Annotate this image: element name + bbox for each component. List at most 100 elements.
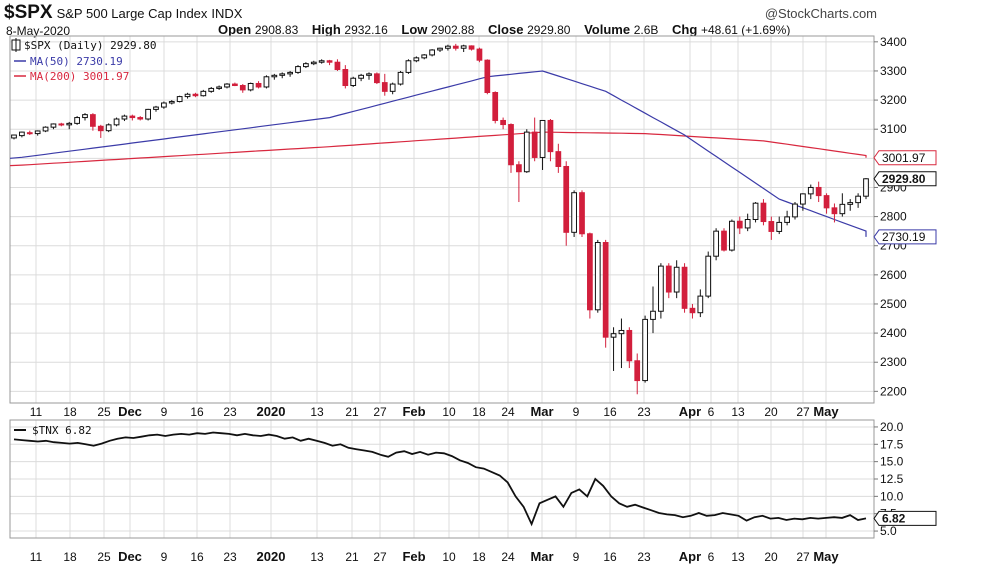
price-x-tick: 21 [345,405,359,419]
exchange-label: INDX [211,6,243,21]
volume-label: Volume [584,22,631,37]
price-y-tick: 2400 [880,326,907,340]
candle-body [208,87,215,92]
candle [397,70,404,86]
tnx-x-tick: 13 [310,550,324,564]
candle-body [602,242,609,338]
price-tag-box [873,171,937,187]
candle [350,76,357,87]
candle [82,113,88,121]
candle [460,44,467,53]
candle [255,81,262,89]
candle [823,193,830,214]
candle [153,105,159,112]
candle-body [247,82,254,91]
ma50-tag: 2730.19 [873,229,937,245]
candle-body [255,82,262,88]
candle [145,108,151,121]
high-value: 2932.16 [344,23,388,37]
price-tag: 2929.80 [873,171,937,187]
candle-body [310,61,317,65]
price-x-tick: 27 [373,405,387,419]
candle [11,134,17,140]
candle [665,263,672,299]
tnx-x-tick: 18 [472,550,486,564]
index-name: S&P 500 Large Cap Index [56,6,208,21]
candle-body [618,329,625,335]
candle-body [800,193,806,205]
price-y-tick: 3100 [880,122,907,136]
candle-body [594,242,601,311]
candle [673,260,680,299]
candle [721,228,727,252]
candle-body [437,47,443,51]
tnx-x-tick: 10 [442,550,456,564]
candle [287,70,293,77]
price-x-tick: Feb [402,404,425,419]
candle [121,114,128,122]
candle [555,143,562,173]
candle [476,47,483,63]
candle [594,239,601,313]
candle [413,56,420,63]
price-x-tick: 16 [603,405,617,419]
ma200-line [9,131,867,167]
candle-body [192,93,199,97]
candle [547,119,554,162]
candle-body [366,73,372,76]
candle [768,216,775,240]
candle [34,130,41,136]
candle-body [468,45,475,50]
candle [508,123,514,173]
ohlc-summary: Open 2908.83 High 2932.16 Low 2902.88 Cl… [218,22,800,37]
price-y-axis: 2200230024002500260027002800290030003100… [874,35,907,398]
candle-body [863,178,869,197]
candle-body [303,63,309,68]
candle-body [563,165,570,233]
candle-body [200,90,207,97]
open-label: Open [218,22,252,37]
candle-body [58,123,65,126]
price-x-tick: 11 [30,405,43,419]
candle [271,73,278,80]
candle [239,84,246,93]
price-x-tick: 25 [97,405,111,419]
low-label: Low [401,22,428,37]
candle-body [571,192,577,233]
chart-header: $SPX S&P 500 Large Cap Index INDX [4,2,242,24]
tnx-x-tick: 13 [731,550,745,564]
candle-body [389,83,396,92]
price-grid [10,36,874,403]
candle-body [161,102,167,108]
candle [374,72,380,85]
candle-body [736,220,743,229]
candle [295,65,301,74]
low-value: 2902.88 [431,23,475,37]
candle [113,117,120,127]
ma50-path [9,70,867,237]
candle-body [216,86,222,89]
tnx-x-axis: 11 18 25 Dec 9 16 23 2020 13 21 27 Feb 10 18 24 Mar 9 16 2… [30,549,840,564]
candle-body [318,60,325,63]
candle-body [760,202,767,223]
price-y-tick: 3200 [880,93,907,107]
price-x-tick: 18 [63,405,77,419]
candle-body [792,203,798,218]
value-tags: 3001.97 2929.80 2730.19 6.82 [873,150,937,526]
ma50-tag-text: 2730.19 [882,230,926,244]
tnx-y-tick: 20.0 [880,420,904,434]
candle [429,49,435,57]
candle-body [713,230,719,257]
candle [863,178,869,200]
candle-body [334,61,341,70]
candle-body [460,45,467,49]
legend-ma50: MA(50) 2730.19 [30,55,123,68]
candle [650,286,656,334]
tnx-x-tick: 27 [796,550,810,564]
candle-body [815,186,822,197]
price-x-tick: 18 [472,405,486,419]
candle [705,251,712,299]
candle-body [492,92,499,121]
candle-body [531,131,538,158]
tnx-y-tick: 10.0 [880,489,904,503]
